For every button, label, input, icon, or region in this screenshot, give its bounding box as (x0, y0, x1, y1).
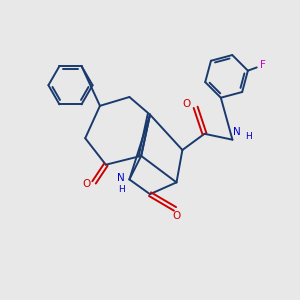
Text: H: H (245, 132, 252, 141)
Text: O: O (172, 211, 181, 221)
Text: O: O (183, 99, 191, 110)
Text: N: N (233, 127, 241, 137)
Text: N: N (117, 173, 124, 183)
Text: O: O (82, 179, 91, 189)
Text: H: H (118, 185, 125, 194)
Text: F: F (260, 60, 266, 70)
